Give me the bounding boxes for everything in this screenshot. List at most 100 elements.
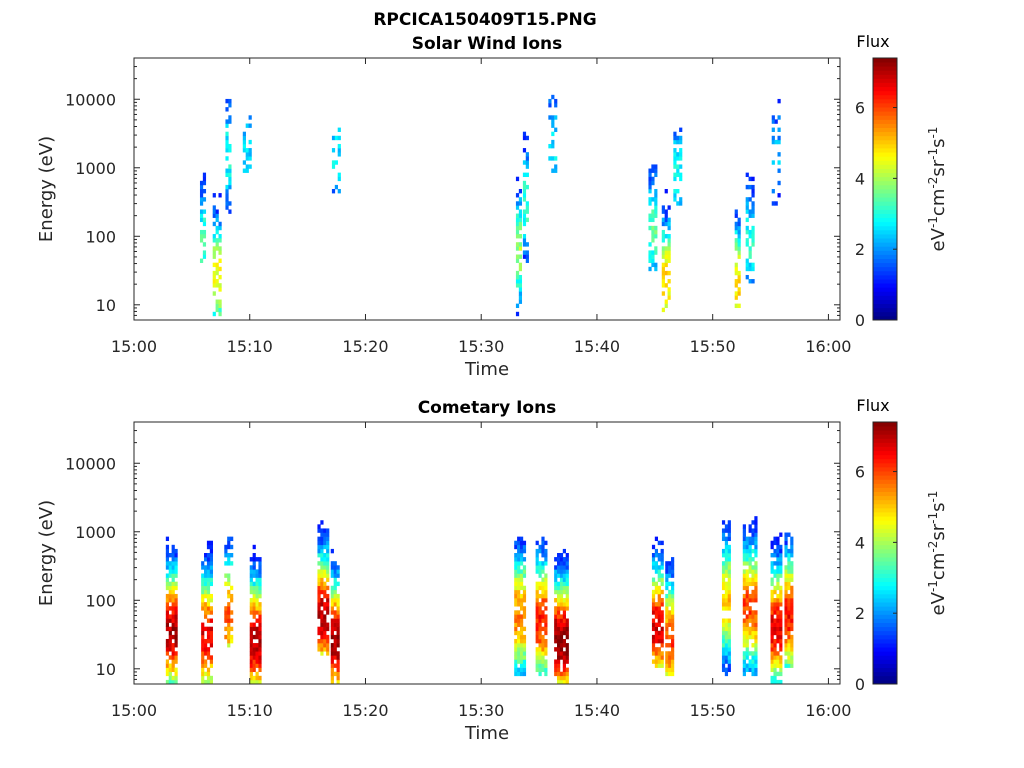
flux-cell: [748, 561, 752, 566]
flux-cell: [673, 135, 677, 141]
flux-cell: [519, 577, 524, 582]
flux-cell: [651, 197, 655, 202]
flux-cell: [748, 234, 752, 239]
colorbar-tick-label: 2: [855, 604, 865, 623]
flux-cell: [748, 565, 752, 570]
colorbar-step: [873, 462, 897, 468]
flux-cell: [538, 544, 542, 550]
flux-cell: [515, 229, 520, 235]
flux-cell: [742, 618, 746, 623]
flux-cell: [514, 589, 518, 595]
flux-cell: [168, 606, 172, 611]
flux-cell: [660, 663, 664, 668]
flux-cell: [320, 573, 324, 578]
flux-cell: [557, 667, 561, 673]
flux-cell: [168, 585, 172, 591]
flux-cell: [721, 598, 726, 603]
flux-cell: [525, 160, 529, 165]
flux-cell: [554, 618, 558, 623]
flux-cell: [671, 667, 675, 673]
flux-cell: [773, 626, 777, 632]
flux-cell: [255, 634, 259, 640]
flux-cell: [174, 602, 178, 607]
flux-cell: [784, 614, 788, 619]
flux-cell: [557, 602, 561, 607]
flux-cell: [751, 540, 755, 546]
flux-cell: [742, 663, 746, 668]
flux-cell: [199, 201, 204, 206]
flux-cell: [336, 593, 340, 599]
flux-cell: [201, 634, 205, 640]
flux-cell: [317, 577, 321, 582]
flux-cell: [249, 675, 253, 681]
flux-cell: [679, 172, 683, 178]
flux-cell: [657, 602, 661, 607]
flux-cell: [517, 622, 521, 627]
flux-cell: [174, 667, 178, 673]
flux-cell: [320, 602, 324, 607]
colorbar-step: [873, 671, 897, 677]
flux-cell: [174, 643, 178, 648]
flux-cell: [317, 561, 321, 566]
flux-cell: [174, 610, 178, 615]
flux-cell: [209, 581, 213, 587]
flux-cell: [201, 655, 205, 660]
flux-cell: [323, 528, 327, 533]
flux-cell: [776, 553, 780, 558]
flux-cell: [255, 675, 259, 681]
flux-cell: [201, 585, 205, 591]
flux-cell: [676, 152, 680, 157]
flux-cell: [551, 123, 555, 128]
flux-cell: [557, 573, 561, 578]
flux-cell: [664, 283, 668, 288]
flux-cell: [664, 221, 668, 227]
flux-cell: [562, 585, 566, 591]
flux-cell: [206, 634, 211, 640]
flux-cell: [745, 274, 749, 280]
flux-cell: [252, 544, 256, 550]
flux-cell: [565, 651, 569, 656]
flux-cell: [538, 573, 542, 578]
flux-cell: [737, 229, 741, 235]
flux-cell: [557, 655, 561, 660]
flux-cell: [517, 671, 521, 677]
flux-cell: [258, 630, 262, 636]
flux-cell: [320, 614, 324, 619]
flux-cell: [522, 189, 527, 194]
colorbar-step: [873, 450, 897, 456]
flux-cell: [224, 606, 228, 611]
flux-cell: [751, 569, 755, 574]
flux-cell: [784, 593, 788, 599]
flux-cell: [737, 270, 741, 276]
flux-cell: [727, 536, 731, 542]
flux-cell: [790, 659, 794, 664]
flux-cell: [215, 299, 219, 304]
flux-cell: [770, 651, 774, 656]
flux-cell: [751, 659, 755, 664]
flux-cell: [559, 606, 564, 611]
flux-cell: [515, 311, 520, 317]
flux-cell: [673, 152, 677, 157]
flux-cell: [790, 606, 794, 611]
flux-cell: [559, 614, 564, 619]
flux-cell: [654, 225, 658, 231]
flux-cell: [671, 573, 675, 578]
flux-cell: [204, 557, 208, 562]
flux-cell: [754, 667, 758, 673]
flux-cell: [721, 581, 726, 587]
flux-cell: [517, 610, 521, 615]
flux-cell: [748, 279, 752, 284]
flux-cell: [330, 593, 334, 599]
flux-cell: [209, 634, 213, 640]
flux-cell: [773, 553, 777, 558]
flux-cell: [517, 589, 521, 595]
flux-cell: [668, 569, 672, 574]
flux-cell: [209, 565, 213, 570]
flux-cell: [317, 585, 321, 591]
flux-cell: [557, 589, 561, 595]
flux-cell: [770, 667, 774, 673]
flux-cell: [336, 655, 340, 660]
flux-cell: [228, 143, 232, 149]
panel-title: Cometary Ions: [418, 398, 557, 418]
flux-cell: [333, 610, 337, 615]
